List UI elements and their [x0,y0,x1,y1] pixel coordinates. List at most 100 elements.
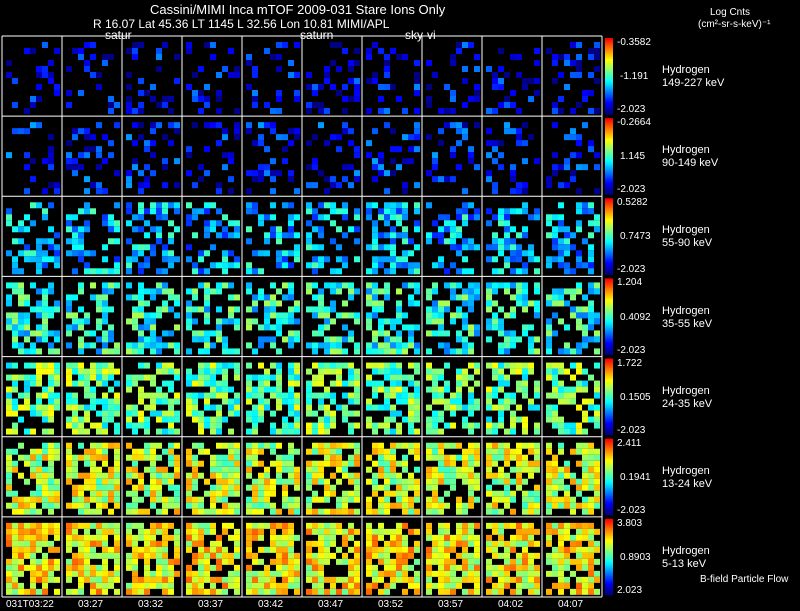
heatmap-cell [336,134,342,141]
heatmap-cell [204,362,210,369]
heatmap-cell [408,374,414,381]
colorbar-segment [605,76,613,79]
heatmap-cell [576,404,582,411]
heatmap-cell [36,306,42,313]
heatmap-cell [558,558,564,565]
heatmap-cell [252,66,258,72]
heatmap-cell [204,220,210,227]
heatmap-cell [474,330,480,337]
heatmap-cell [348,410,354,417]
heatmap-cell [144,374,150,381]
heatmap-cell [48,238,54,245]
heatmap-cell [48,528,54,535]
heatmap-cell [486,454,492,461]
heatmap-cell [348,140,354,147]
heatmap-cell [264,164,270,171]
heatmap-cell [432,164,438,171]
heatmap-cell [114,570,120,577]
heatmap-cell [24,152,30,159]
heatmap-cell [66,576,72,583]
heatmap-cell [510,448,516,455]
heatmap-cell [510,534,516,541]
heatmap-cell [582,428,588,435]
heatmap-cell [570,478,576,485]
heatmap-cell [36,528,42,535]
heatmap-cell [78,496,84,503]
heatmap-cell [564,484,570,491]
heatmap-cell [30,570,36,577]
heatmap-cell [510,54,516,60]
heatmap-cell [156,54,162,60]
heatmap-cell [132,380,138,387]
heatmap-cell [468,422,474,429]
heatmap-cell [432,442,438,449]
heatmap-cell [150,140,156,147]
heatmap-cell [210,42,216,48]
heatmap-cell [426,422,432,429]
heatmap-cell [114,428,120,435]
heatmap-cell [78,54,84,60]
heatmap-cell [492,78,498,84]
heatmap-cell [582,410,588,417]
heatmap-cell [246,288,252,295]
heatmap-cell [234,256,240,263]
heatmap-cell [486,558,492,565]
heatmap-cell [78,48,84,54]
heatmap-cell [48,164,54,171]
heatmap-cell [534,268,540,275]
heatmap-cell [564,368,570,375]
heatmap-cell [270,460,276,467]
heatmap-cell [582,238,588,245]
heatmap-cell [132,502,138,509]
heatmap-cell [354,552,360,559]
heatmap-cell [66,558,72,565]
heatmap-cell [372,282,378,289]
heatmap-cell [342,534,348,541]
heatmap-cell [492,522,498,529]
heatmap-cell [534,158,540,165]
heatmap-cell [132,324,138,331]
heatmap-cell [570,268,576,275]
heatmap-cell [138,448,144,455]
heatmap-cell [150,410,156,417]
heatmap-cell [288,250,294,257]
heatmap-cell [48,152,54,159]
heatmap-cell [102,460,108,467]
heatmap-cell [234,528,240,535]
heatmap-cell [396,428,402,435]
heatmap-cell [516,404,522,411]
heatmap-cell [534,570,540,577]
heatmap-cell [330,306,336,313]
heatmap-cell [246,534,252,541]
heatmap-cell [48,72,54,78]
heatmap-cell [384,208,390,215]
heatmap-cell [108,398,114,405]
heatmap-cell [510,336,516,343]
heatmap-cell [210,380,216,387]
heatmap-cell [282,232,288,239]
colorbar-segment [605,368,613,371]
heatmap-cell [570,496,576,503]
heatmap-cell [294,90,300,96]
heatmap-cell [138,576,144,583]
heatmap-cell [96,466,102,473]
heatmap-cell [492,496,498,503]
heatmap-cell [564,262,570,269]
heatmap-cell [402,398,408,405]
heatmap-cell [312,558,318,565]
heatmap-cell [186,528,192,535]
heatmap-cell [210,288,216,295]
heatmap-cell [342,508,348,515]
heatmap-cell [516,282,522,289]
heatmap-cell [72,362,78,369]
heatmap-cell [168,342,174,349]
heatmap-cell [246,188,252,195]
heatmap-cell [402,282,408,289]
heatmap-cell [354,256,360,263]
heatmap-cell [384,398,390,405]
heatmap-cell [492,72,498,78]
heatmap-cell [108,546,114,553]
heatmap-cell [534,540,540,547]
heatmap-cell [150,96,156,102]
row-species-label: Hydrogen [662,544,710,557]
